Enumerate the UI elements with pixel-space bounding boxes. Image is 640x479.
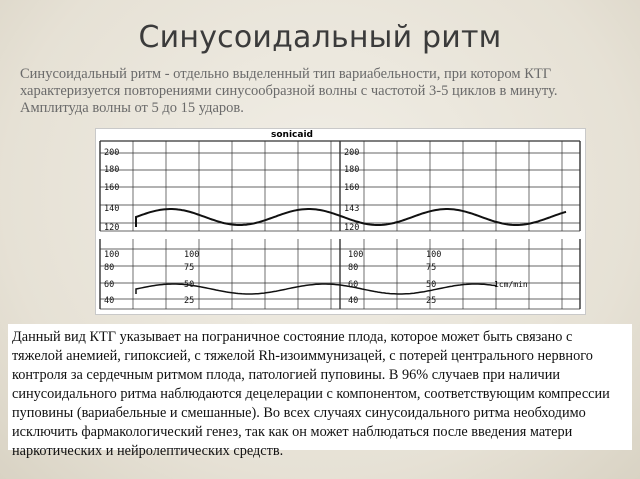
scale-label: 160 (104, 183, 119, 193)
ctg-scale-labels: 200 180 160 140 120 200 180 160 143 120 100 80 60 40 1… (104, 148, 441, 306)
scale-label: 120 (104, 223, 119, 233)
scale-label: 100 (104, 250, 119, 260)
scale-label: 40 (104, 296, 114, 306)
scale-label: 100 (426, 250, 441, 260)
intro-paragraph: Синусоидальный ритм - отдельно выделенны… (20, 66, 558, 116)
scale-label: 180 (344, 165, 359, 175)
body-text-box (8, 324, 632, 450)
scale-label: 60 (104, 280, 114, 290)
scale-label: 143 (344, 204, 359, 214)
scale-label: 40 (348, 296, 358, 306)
scale-label: 50 (426, 280, 436, 290)
slide-title: Синусоидальный ритм (138, 20, 502, 55)
body-paragraph: Данный вид КТГ указывает на пограничное … (12, 329, 610, 459)
scale-label: 100 (348, 250, 363, 260)
toco-trace (135, 283, 497, 295)
ctg-strip-graphic: sonicaid 200 180 160 140 120 200 180 160 143 120 1… (99, 130, 581, 310)
scale-label: 75 (184, 263, 194, 273)
scale-label: 200 (104, 148, 119, 158)
scale-label: 25 (426, 296, 436, 306)
scale-label: 180 (104, 165, 119, 175)
scale-label: 25 (184, 296, 194, 306)
scale-label: 60 (348, 280, 358, 290)
scale-label: 120 (344, 223, 359, 233)
speed-label: 1cm/min (494, 280, 528, 289)
scale-label: 80 (104, 263, 114, 273)
scale-label: 140 (104, 204, 119, 214)
scale-label: 100 (184, 250, 199, 260)
ctg-header-label: sonicaid (271, 130, 313, 140)
scale-label: 200 (344, 148, 359, 158)
scale-label: 160 (344, 183, 359, 193)
scale-label: 75 (426, 263, 436, 273)
ctg-strip-image: sonicaid 200 180 160 140 120 200 180 160 143 120 1… (95, 128, 586, 315)
fhr-trace (135, 208, 567, 227)
scale-label: 80 (348, 263, 358, 273)
